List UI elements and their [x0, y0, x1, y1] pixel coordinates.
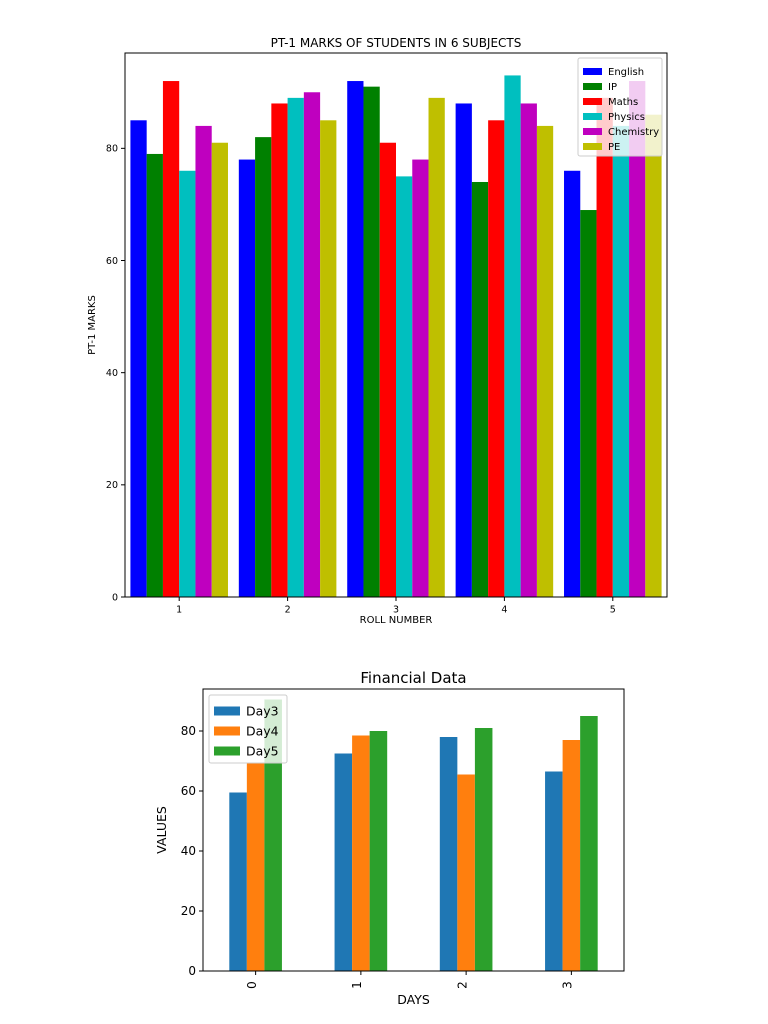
- legend-label-english: English: [608, 67, 644, 78]
- legend-label-physics: Physics: [608, 112, 645, 123]
- bar-day5-2: [474, 728, 493, 971]
- x-tick-label: 5: [610, 605, 616, 616]
- legend-swatch-day5: [214, 746, 240, 756]
- chart-title: Financial Data: [360, 669, 466, 687]
- legend-swatch-english: [583, 68, 602, 75]
- bar-ip-1: [146, 153, 163, 597]
- legend-label-day4: Day4: [246, 723, 279, 738]
- legend-swatch-chemistry: [583, 128, 602, 135]
- legend-swatch-pe: [583, 143, 602, 150]
- bars-group: [229, 699, 598, 971]
- legend-label-ip: IP: [608, 82, 617, 93]
- bar-physics-2: [287, 97, 304, 598]
- bar-maths-1: [162, 81, 180, 598]
- plot-frame: [202, 688, 625, 972]
- bar-chemistry-3: [412, 159, 429, 597]
- bar-english-1: [130, 120, 147, 598]
- x-tick-label: 3: [561, 981, 575, 989]
- bar-maths-5: [596, 97, 613, 598]
- x-axis-label: ROLL NUMBER: [360, 615, 433, 626]
- x-tick-label: 4: [501, 605, 507, 616]
- legend-swatch-ip: [583, 83, 602, 90]
- bar-day4-0: [246, 762, 265, 971]
- legend-swatch-day4: [214, 726, 240, 736]
- y-axis-label: VALUES: [154, 806, 169, 854]
- x-tick-label: 1: [350, 981, 364, 989]
- bar-chemistry-4: [520, 103, 537, 597]
- y-tick-label: 80: [106, 144, 118, 155]
- bar-ip-5: [580, 210, 597, 597]
- bar-pe-4: [536, 125, 554, 597]
- legend-label-chemistry: Chemistry: [608, 127, 659, 138]
- chart-financial-data: 0 20 40 60 80 0 1 2 3 Financial Data DAYS VALUES Day…: [154, 669, 625, 1007]
- bar-day3-2: [439, 737, 458, 971]
- bar-physics-5: [612, 125, 630, 597]
- y-tick-label: 60: [181, 784, 196, 798]
- legend-label-day3: Day3: [246, 703, 279, 718]
- legend-label-day5: Day5: [246, 743, 279, 758]
- bar-english-5: [564, 170, 581, 597]
- bar-english-3: [347, 81, 364, 598]
- bar-ip-4: [471, 181, 489, 598]
- bar-pe-5: [645, 114, 662, 597]
- bar-ip-2: [255, 137, 272, 597]
- bar-pe-2: [320, 120, 337, 598]
- bar-ip-3: [363, 86, 380, 598]
- x-axis-label: DAYS: [397, 992, 430, 1007]
- x-tick-label: 3: [393, 605, 399, 616]
- y-tick-label: 20: [181, 904, 196, 918]
- bar-chemistry-5: [629, 81, 646, 598]
- chart-pt1-marks: 0 20 40 60 80 1 2 3 4 5 PT-1 MARKS OF STUDENTS IN …: [87, 36, 668, 626]
- bar-maths-4: [488, 120, 505, 598]
- bar-english-4: [455, 103, 472, 597]
- bar-chemistry-2: [303, 92, 321, 597]
- bar-day3-3: [545, 771, 563, 971]
- y-tick-label: 80: [181, 724, 196, 738]
- x-tick-label: 1: [176, 605, 182, 616]
- y-tick-label: 60: [106, 256, 118, 267]
- chart-title: PT-1 MARKS OF STUDENTS IN 6 SUBJECTS: [271, 36, 522, 50]
- y-tick-label: 40: [106, 368, 118, 379]
- bar-day5-3: [580, 716, 598, 971]
- legend-swatch-day3: [214, 706, 240, 716]
- legend: Day3 Day4 Day5: [208, 694, 288, 764]
- bar-pe-1: [211, 142, 228, 598]
- bar-maths-2: [271, 103, 288, 597]
- bar-pe-3: [428, 97, 445, 598]
- y-tick-label: 0: [112, 592, 118, 603]
- legend-swatch-maths: [583, 98, 602, 105]
- bar-physics-4: [504, 75, 521, 598]
- bar-day4-3: [562, 740, 581, 971]
- bar-day4-2: [457, 774, 475, 971]
- bar-day3-1: [334, 753, 353, 971]
- bar-maths-3: [379, 142, 396, 598]
- bar-day5-0: [264, 699, 282, 971]
- x-tick-label: 2: [455, 981, 469, 989]
- y-tick-label: 20: [106, 480, 118, 491]
- y-axis-label: PT-1 MARKS: [87, 295, 98, 355]
- y-tick-label: 40: [181, 844, 196, 858]
- bar-day4-1: [352, 735, 370, 971]
- bar-english-2: [238, 159, 256, 597]
- bars-group: [130, 75, 662, 598]
- x-tick-label: 0: [245, 981, 259, 989]
- legend: English IP Maths Physics Chemistry PE: [577, 57, 663, 157]
- bar-physics-1: [179, 170, 196, 597]
- legend-swatch-physics: [583, 113, 602, 120]
- bar-day5-1: [369, 731, 388, 971]
- y-tick-label: 0: [188, 964, 196, 978]
- legend-label-pe: PE: [608, 142, 620, 153]
- bar-day3-0: [229, 792, 247, 971]
- legend-label-maths: Maths: [608, 97, 638, 108]
- bar-physics-3: [396, 176, 413, 597]
- x-tick-label: 2: [285, 605, 291, 616]
- bar-chemistry-1: [195, 125, 212, 597]
